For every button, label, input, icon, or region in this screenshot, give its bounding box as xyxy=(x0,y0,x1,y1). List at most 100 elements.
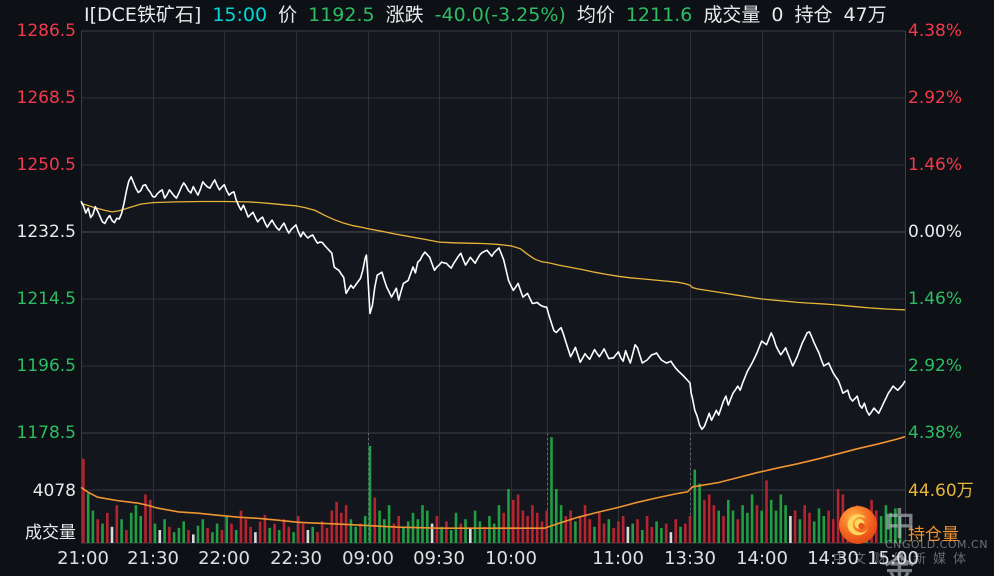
volume-bar xyxy=(478,521,482,543)
volume-bar xyxy=(889,512,892,543)
volume-bar xyxy=(149,499,152,543)
volume-bar xyxy=(684,523,687,543)
volume-bar xyxy=(631,523,634,543)
volume-bar xyxy=(578,516,582,543)
percent-axis-label: 1.46% xyxy=(908,289,963,309)
volume-bar xyxy=(760,510,763,543)
volume-bar xyxy=(793,510,797,543)
volume-bar xyxy=(593,526,596,543)
volume-bar xyxy=(320,521,324,543)
volume-bar xyxy=(607,519,611,543)
volume-bar xyxy=(817,508,821,543)
volume-bar xyxy=(316,532,319,543)
change-label: 涨跌 xyxy=(385,4,424,26)
volume-bar xyxy=(387,505,391,543)
volume-bar xyxy=(693,469,697,543)
volume-bar xyxy=(144,494,147,543)
volume-bar xyxy=(664,523,668,543)
volume-bar xyxy=(397,516,400,543)
volume-bar xyxy=(712,505,716,543)
volume-bar xyxy=(359,523,362,543)
open-interest-axis-title: 持仓量 xyxy=(908,525,959,545)
time-axis-label: 22:30 xyxy=(270,548,322,569)
volume-bar xyxy=(449,530,453,543)
volume-bar xyxy=(769,499,773,543)
volume-bar xyxy=(894,508,897,543)
volume-bar xyxy=(688,516,692,543)
quote-header: I[DCE铁矿石] 15:00 价 1192.5 涨跌 -40.0(-3.25%… xyxy=(84,2,887,28)
volume-bar xyxy=(292,532,295,543)
volume-bar xyxy=(392,523,396,543)
price-axis-label: 1196.5 xyxy=(16,356,76,376)
volume-bar xyxy=(244,519,248,543)
volume-bar xyxy=(469,527,472,543)
volume-bar xyxy=(464,519,467,543)
volume-bar xyxy=(784,505,787,543)
volume-bar xyxy=(698,483,701,543)
volume-bar xyxy=(750,494,754,543)
volume-bar xyxy=(406,521,410,543)
volume-bar xyxy=(225,516,228,543)
price-line xyxy=(80,176,906,431)
price-axis-label: 1268.5 xyxy=(16,88,76,108)
volume-bar xyxy=(82,458,85,543)
volume-bar xyxy=(836,489,840,543)
percent-axis-label: 2.92% xyxy=(908,356,963,376)
volume-bar xyxy=(373,497,377,543)
volume-bar xyxy=(220,530,224,543)
volume-bar xyxy=(822,516,826,543)
volume-bar xyxy=(297,516,300,543)
time-axis-label: 13:30 xyxy=(664,548,716,569)
percent-axis-label: 0.00% xyxy=(908,222,963,242)
volume-bar xyxy=(311,526,314,543)
volume-bar xyxy=(435,516,439,543)
volume-bar xyxy=(330,510,334,543)
volume-bar xyxy=(879,516,883,543)
volume-bar xyxy=(430,523,434,543)
volume-bar xyxy=(196,525,200,543)
volume-bar xyxy=(230,523,233,543)
volume-bar xyxy=(383,519,386,543)
volume-bar xyxy=(540,521,544,543)
volume-bar xyxy=(268,527,271,543)
volume-bar xyxy=(674,519,677,543)
volume-bar xyxy=(110,526,114,543)
open-interest-label: 持仓 xyxy=(794,4,833,26)
volume-bar xyxy=(703,499,706,543)
percent-axis-label: 2.92% xyxy=(908,88,963,108)
time-axis-label: 15:00 xyxy=(867,548,919,569)
volume-bar xyxy=(282,519,286,543)
volume-bar xyxy=(201,519,205,543)
volume-bar xyxy=(440,526,443,543)
volume-bar xyxy=(483,526,486,543)
volume-bar xyxy=(187,530,190,543)
volume-bar xyxy=(488,516,491,543)
volume-bar xyxy=(870,499,873,543)
volume-bar xyxy=(335,502,338,543)
volume-bar xyxy=(679,526,682,543)
contract-name: I[DCE铁矿石] xyxy=(84,4,202,26)
volume-bar xyxy=(559,505,563,543)
volume-bar xyxy=(234,530,238,543)
volume-bar xyxy=(459,523,463,543)
volume-bar xyxy=(722,516,725,543)
volume-bar xyxy=(727,499,730,543)
volume-bar xyxy=(564,516,568,543)
volume-bar xyxy=(239,510,243,543)
volume-bar xyxy=(158,530,162,543)
volume-bar xyxy=(774,510,778,543)
volume-bar xyxy=(779,494,783,543)
volume-bar xyxy=(139,516,142,543)
volume-bar xyxy=(617,521,620,543)
volume-bar xyxy=(531,505,534,543)
volume-bar xyxy=(492,523,496,543)
volume-bar xyxy=(808,512,811,543)
volume-bar xyxy=(473,510,477,543)
volume-bar xyxy=(741,505,744,543)
volume-bar xyxy=(851,516,854,543)
volume-bar xyxy=(273,523,276,543)
volume-bar xyxy=(612,527,615,543)
volume-bar xyxy=(655,521,658,543)
